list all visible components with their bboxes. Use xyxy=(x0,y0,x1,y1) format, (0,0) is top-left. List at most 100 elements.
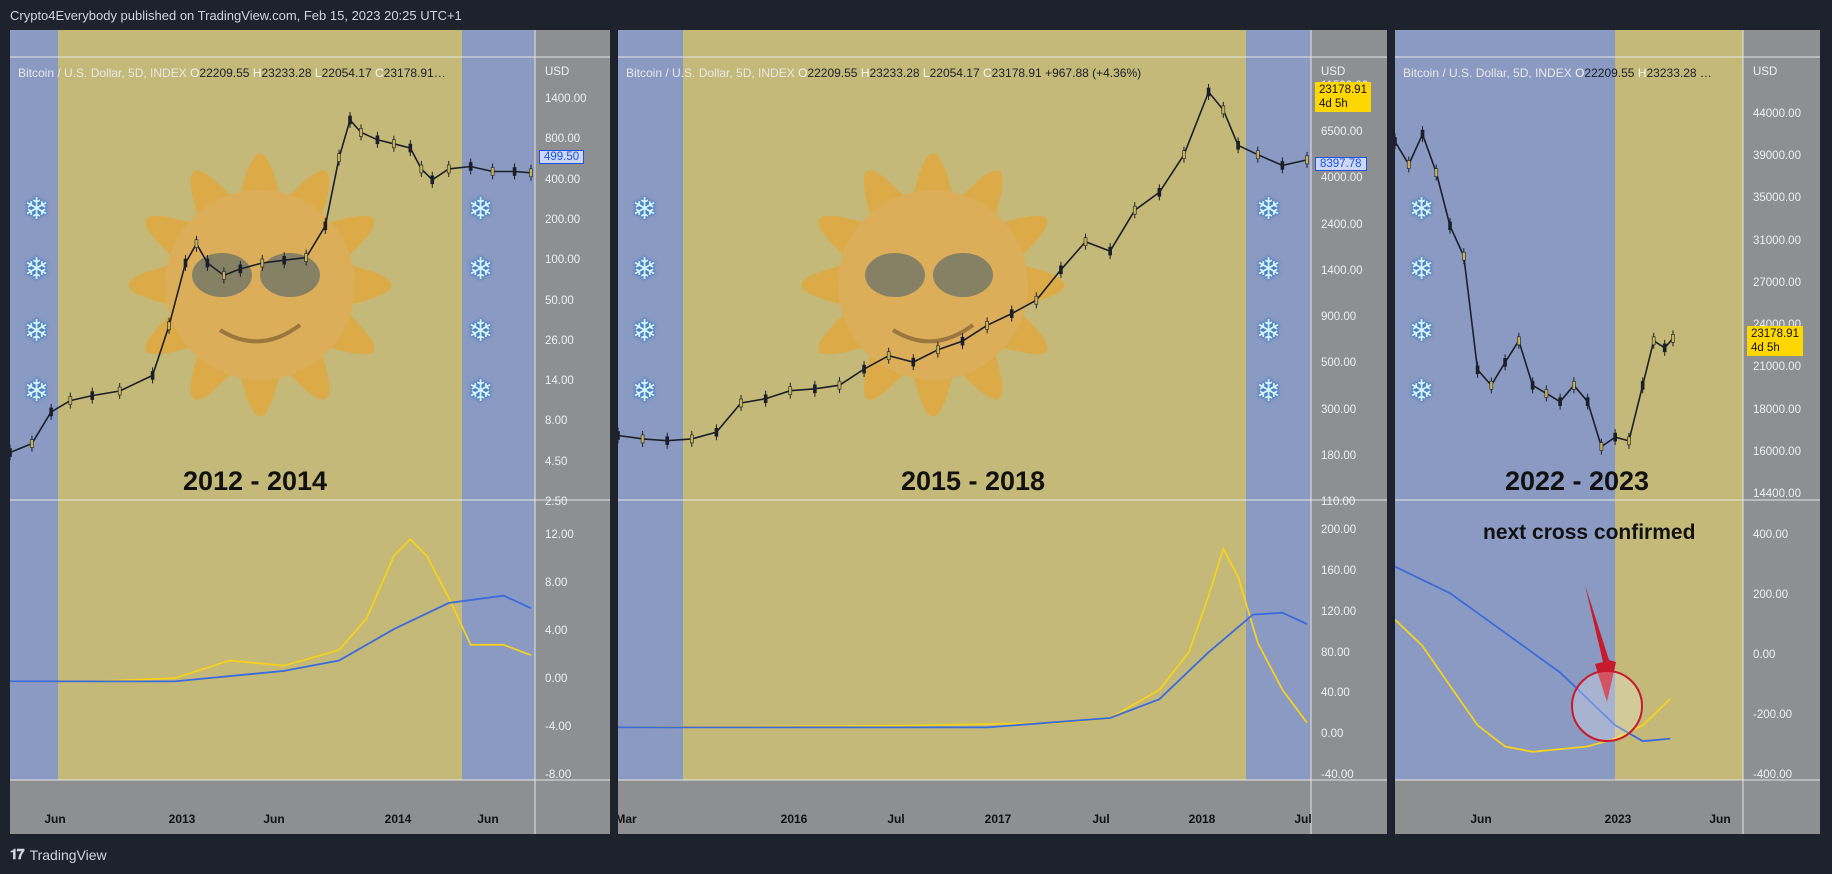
snowflake-icon: ❄ xyxy=(1256,375,1282,408)
price-tick-label: 14400.00 xyxy=(1753,488,1801,500)
price-tick-label: 14.00 xyxy=(545,375,574,388)
candle xyxy=(960,336,965,346)
candle xyxy=(68,396,73,405)
snowflake-icon: ❄ xyxy=(24,375,50,408)
price-tick-label: 180.00 xyxy=(1321,449,1357,462)
bear-zone xyxy=(10,30,58,780)
candle xyxy=(1255,150,1260,159)
chart-panel-2012-2014[interactable]: Bitcoin / U.S. Dollar, 5D, INDEX O22209.… xyxy=(10,30,610,834)
candle xyxy=(222,271,226,280)
bull-zone xyxy=(10,30,535,834)
candle xyxy=(862,364,866,374)
chart-panel-2015-2018[interactable]: Bitcoin / U.S. Dollar, 5D, INDEX O22209.… xyxy=(618,30,1387,834)
candle xyxy=(49,407,53,417)
current-price-tag: 8397.78 xyxy=(1315,157,1367,171)
candle xyxy=(1475,365,1480,375)
time-tick-label: 2018 xyxy=(1188,812,1216,826)
snowflake-icon: ❄ xyxy=(632,193,658,226)
price-tick-label: 1400.00 xyxy=(1321,264,1363,277)
candle xyxy=(408,143,413,153)
candle xyxy=(1157,188,1162,197)
candle xyxy=(837,380,842,390)
candle xyxy=(512,167,517,176)
candle xyxy=(359,128,363,137)
price-tick-label: 35000.00 xyxy=(1753,192,1801,205)
snowflake-icon: ❄ xyxy=(24,193,50,226)
slow-oscillator-line xyxy=(1395,565,1671,743)
time-tick-label: Jun xyxy=(1470,812,1492,826)
oscillator-tick-label: 400.00 xyxy=(1753,529,1789,541)
candle xyxy=(886,351,891,361)
oscillator-tick-label: 12.00 xyxy=(545,529,574,541)
candle xyxy=(788,386,793,396)
candle xyxy=(238,264,243,274)
candle xyxy=(183,258,188,268)
bear-zone xyxy=(1395,30,1615,780)
candle xyxy=(1627,436,1631,446)
price-tick-label: 4.50 xyxy=(545,455,568,468)
annotation-circle xyxy=(1571,670,1643,742)
chart-panel-2022-2023[interactable]: Bitcoin / U.S. Dollar, 5D, INDEX O22209.… xyxy=(1395,30,1820,834)
price-tick-label: 110.00 xyxy=(1321,496,1356,508)
price-tick-label: 1400.00 xyxy=(545,93,587,105)
price-tick-label: 2400.00 xyxy=(1321,218,1363,231)
candle xyxy=(1395,137,1397,146)
annotation-text: next cross confirmed xyxy=(1483,521,1696,544)
price-tick-label: 50.00 xyxy=(545,294,574,307)
oscillator-tick-label: 40.00 xyxy=(1321,687,1350,700)
current-price-tag: 499.50 xyxy=(539,150,585,164)
candle xyxy=(1083,237,1088,246)
snowflake-icon: ❄ xyxy=(468,315,494,348)
chart-legend: Bitcoin / U.S. Dollar, 5D, INDEX O22209.… xyxy=(1403,66,1712,80)
candle xyxy=(1108,246,1112,256)
candle xyxy=(282,255,287,265)
price-line xyxy=(618,90,1308,442)
time-tick-label: Jun xyxy=(263,812,285,826)
candle xyxy=(490,167,495,176)
candle xyxy=(739,398,743,408)
price-tick-label: 27000.00 xyxy=(1753,276,1801,289)
candle xyxy=(1236,140,1240,150)
price-tick-label: 300.00 xyxy=(1321,403,1357,416)
candle xyxy=(714,427,719,437)
oscillator-tick-label: -4.00 xyxy=(545,721,572,733)
price-tick-label: 44000.00 xyxy=(1753,108,1801,120)
candle xyxy=(117,386,122,396)
fast-oscillator-line xyxy=(1395,618,1671,753)
candle xyxy=(1059,265,1063,275)
price-axis-area xyxy=(535,30,610,834)
candle xyxy=(1132,205,1137,215)
period-label: 2012 - 2014 xyxy=(182,466,328,496)
price-tick-label: 26.00 xyxy=(545,334,574,347)
time-tick-label: Jun xyxy=(44,812,66,826)
candle xyxy=(1489,381,1494,390)
candle xyxy=(911,357,916,367)
snowflake-icon: ❄ xyxy=(1256,253,1282,286)
chart-legend: Bitcoin / U.S. Dollar, 5D, INDEX O22209.… xyxy=(626,66,1142,80)
last-price-value: 23178.91 xyxy=(1319,84,1367,96)
annotation-arrow xyxy=(1585,585,1616,702)
price-tick-label: 39000.00 xyxy=(1753,150,1801,163)
candle xyxy=(813,384,817,394)
bear-zone xyxy=(462,30,535,780)
candle xyxy=(1462,251,1466,261)
snowflake-icon: ❄ xyxy=(1409,193,1435,226)
chart-svg xyxy=(10,30,610,834)
time-tick-label: 2016 xyxy=(780,812,808,826)
bear-zone xyxy=(618,30,683,780)
candle xyxy=(468,162,473,171)
candle xyxy=(1585,397,1590,406)
footer-brand: TradingView xyxy=(29,846,107,863)
slow-oscillator-line xyxy=(618,611,1308,729)
price-tick-label: 18000.00 xyxy=(1753,403,1801,416)
currency-label: USD xyxy=(545,66,570,78)
last-price-tag: 23178.91 4d 5h xyxy=(1315,82,1371,112)
snowflake-icon: ❄ xyxy=(468,253,494,286)
candle xyxy=(90,391,95,400)
candle xyxy=(167,321,171,331)
candle xyxy=(690,434,694,444)
period-label: 2015 - 2018 xyxy=(900,466,1046,496)
publish-header: Crypto4Everybody published on TradingVie… xyxy=(10,8,462,23)
candle xyxy=(1280,161,1285,170)
candle xyxy=(665,436,670,445)
